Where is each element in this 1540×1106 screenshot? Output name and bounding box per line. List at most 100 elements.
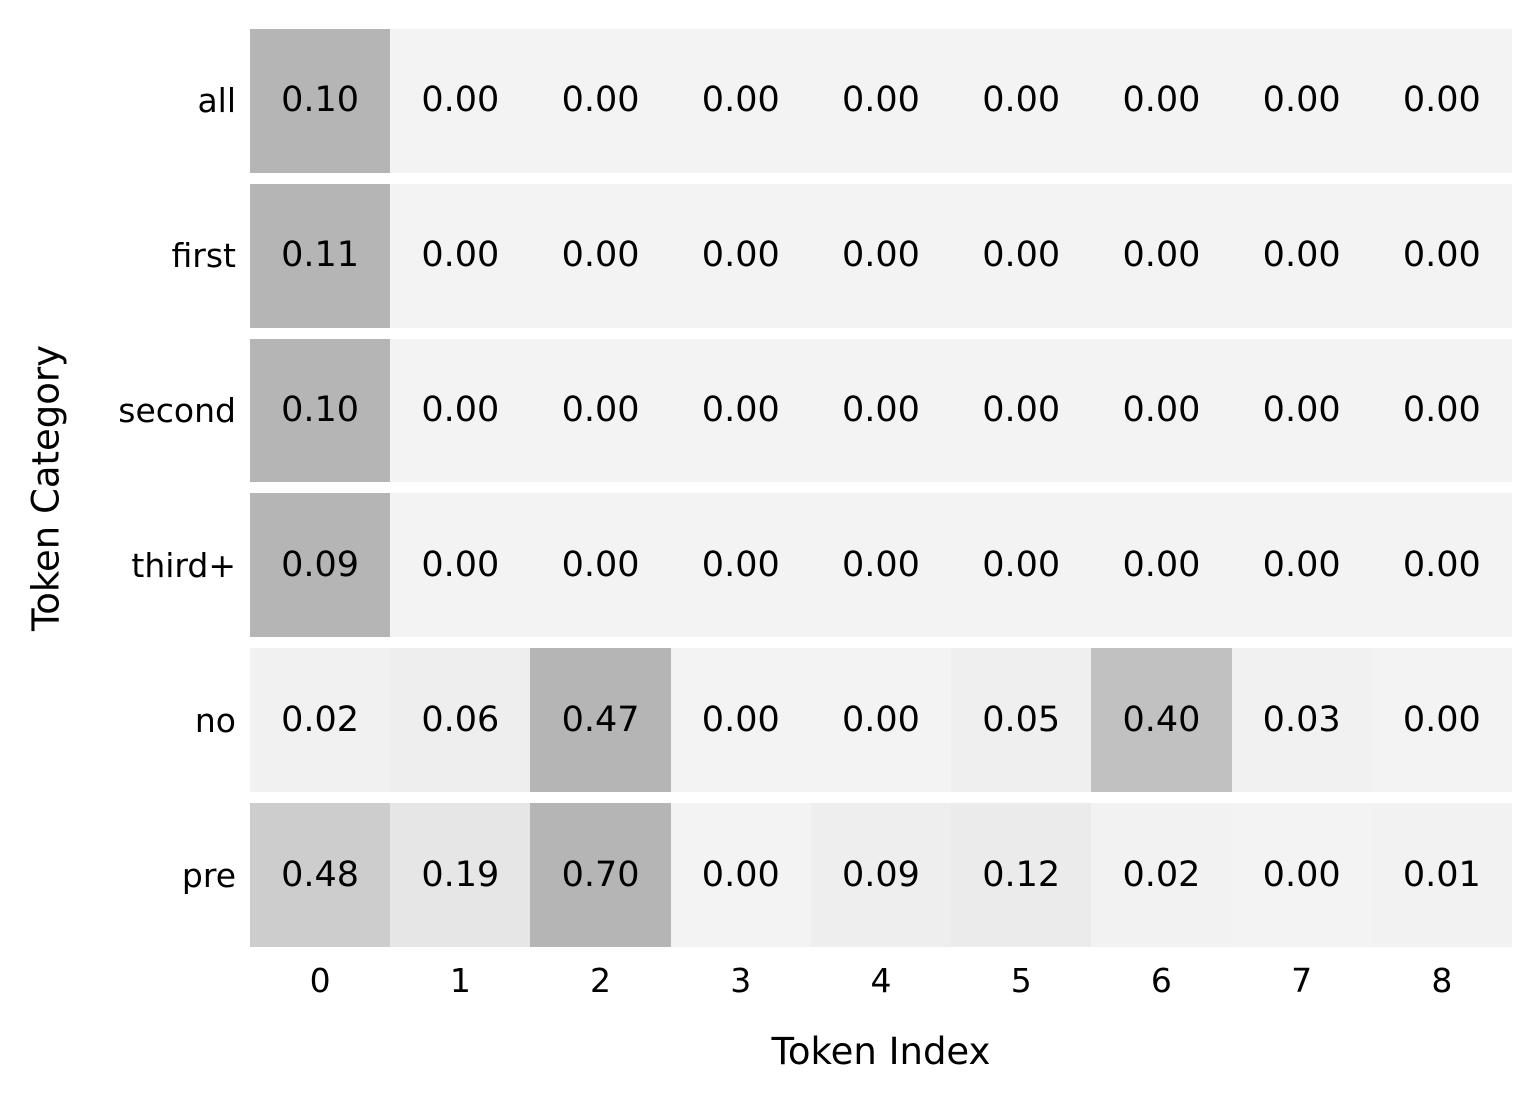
x-tick-label-6: 6 [1150,961,1172,1000]
x-tick-labels: 0 1 2 3 4 5 6 7 8 [250,964,1512,997]
heatmap-cell-first-7: 0.00 [1231,183,1372,328]
x-tick-label-4: 4 [870,961,892,1000]
heatmap-cell-second-1: 0.00 [390,338,531,483]
heatmap-grid: 0.10 0.00 0.00 0.00 0.00 0.00 0.00 0.00 0.00 0.11… [250,29,1512,947]
heatmap-cell-first-1: 0.00 [390,183,531,328]
cell-value-label: 0.00 [982,235,1061,276]
heatmap-cell-all-0: 0.10 [250,29,391,173]
heatmap-cell-third+-7: 0.00 [1231,493,1372,638]
x-tick-label-8: 8 [1431,961,1453,1000]
heatmap-cell-no-8: 0.00 [1371,648,1512,793]
cell-value-label: 0.12 [982,854,1061,895]
heatmap-cell-first-6: 0.00 [1091,183,1232,328]
cell-value-label: 0.00 [561,235,640,276]
cell-value-label: 0.01 [1402,854,1481,895]
heatmap-cell-all-2: 0.00 [530,29,671,173]
cell-value-label: 0.00 [421,544,500,585]
heatmap-cell-second-4: 0.00 [810,338,952,483]
y-tick-label-all: all [197,81,236,121]
cell-value-label: 0.00 [701,80,780,121]
heatmap-cell-all-1: 0.00 [390,29,531,173]
cell-value-label: 0.00 [1122,544,1201,585]
cell-value-label: 0.00 [842,699,920,740]
cell-value-label: 0.00 [1122,80,1201,121]
cell-value-label: 0.00 [701,390,780,431]
x-axis-label: Token Index [771,1030,991,1073]
heatmap-row-first: 0.11 0.00 0.00 0.00 0.00 0.00 0.00 0.00 0.00 [250,183,1512,328]
cell-value-label: 0.47 [561,699,640,740]
cell-value-label: 0.03 [1262,699,1341,740]
cell-value-label: 0.10 [281,80,360,121]
cell-value-label: 0.70 [561,854,640,895]
cell-value-label: 0.02 [1122,854,1201,895]
cell-value-label: 0.00 [1122,390,1201,431]
heatmap-cell-no-7: 0.03 [1231,648,1372,793]
heatmap-cell-all-8: 0.00 [1371,29,1512,173]
heatmap-cell-pre-8: 0.01 [1371,803,1512,947]
cell-value-label: 0.00 [701,235,780,276]
cell-value-label: 0.00 [1402,699,1481,740]
heatmap-cell-pre-6: 0.02 [1091,803,1232,947]
x-tick-label-2: 2 [590,961,612,1000]
cell-value-label: 0.00 [982,544,1061,585]
cell-value-label: 0.00 [1122,235,1201,276]
cell-value-label: 0.00 [1262,80,1341,121]
heatmap-cell-no-2: 0.47 [530,648,671,793]
cell-value-label: 0.00 [1262,544,1341,585]
cell-value-label: 0.09 [842,854,920,895]
x-tick-label-1: 1 [449,961,471,1000]
y-tick-labels: all first second third+ no pre [0,29,236,947]
cell-value-label: 0.00 [1262,390,1341,431]
cell-value-label: 0.19 [421,854,500,895]
heatmap-cell-third+-6: 0.00 [1091,493,1232,638]
cell-value-label: 0.00 [701,699,780,740]
heatmap-row-pre: 0.48 0.19 0.70 0.00 0.09 0.12 0.02 0.00 0.01 [250,803,1512,947]
cell-value-label: 0.09 [281,544,360,585]
x-tick-label-5: 5 [1010,961,1032,1000]
heatmap-cell-pre-3: 0.00 [670,803,811,947]
cell-value-label: 0.00 [421,390,500,431]
cell-value-label: 0.06 [421,699,500,740]
x-tick-label-0: 0 [309,961,331,1000]
heatmap-cell-all-5: 0.00 [951,29,1092,173]
heatmap-cell-third+-1: 0.00 [390,493,531,638]
cell-value-label: 0.00 [982,390,1061,431]
heatmap-cell-first-2: 0.00 [530,183,671,328]
cell-value-label: 0.00 [421,80,500,121]
cell-value-label: 0.00 [1262,854,1341,895]
heatmap-cell-no-4: 0.00 [810,648,952,793]
heatmap-cell-no-0: 0.02 [250,648,391,793]
heatmap-cell-pre-4: 0.09 [810,803,952,947]
heatmap-cell-no-1: 0.06 [390,648,531,793]
heatmap-cell-second-7: 0.00 [1231,338,1372,483]
heatmap-cell-second-3: 0.00 [670,338,811,483]
heatmap-cell-all-7: 0.00 [1231,29,1372,173]
heatmap-cell-all-3: 0.00 [670,29,811,173]
y-tick-label-no: no [194,700,236,740]
cell-value-label: 0.00 [701,854,780,895]
heatmap-cell-first-0: 0.11 [250,183,391,328]
heatmap-cell-first-8: 0.00 [1371,183,1512,328]
heatmap-cell-third+-2: 0.00 [530,493,671,638]
heatmap-cell-no-6: 0.40 [1091,648,1232,793]
cell-value-label: 0.00 [842,390,920,431]
cell-value-label: 0.02 [281,699,360,740]
x-tick-label-3: 3 [730,961,752,1000]
cell-value-label: 0.00 [1402,390,1481,431]
cell-value-label: 0.00 [561,80,640,121]
cell-value-label: 0.00 [1402,544,1481,585]
heatmap-cell-first-3: 0.00 [670,183,811,328]
heatmap-cell-second-2: 0.00 [530,338,671,483]
heatmap-cell-pre-0: 0.48 [250,803,391,947]
heatmap-cell-third+-3: 0.00 [670,493,811,638]
heatmap-cell-first-5: 0.00 [951,183,1092,328]
cell-value-label: 0.00 [561,544,640,585]
heatmap-row-second: 0.10 0.00 0.00 0.00 0.00 0.00 0.00 0.00 0.00 [250,338,1512,483]
heatmap-cell-all-6: 0.00 [1091,29,1232,173]
cell-value-label: 0.00 [701,544,780,585]
cell-value-label: 0.11 [281,235,360,276]
heatmap-cell-third+-4: 0.00 [810,493,952,638]
heatmap-cell-no-5: 0.05 [951,648,1092,793]
cell-value-label: 0.00 [982,80,1061,121]
